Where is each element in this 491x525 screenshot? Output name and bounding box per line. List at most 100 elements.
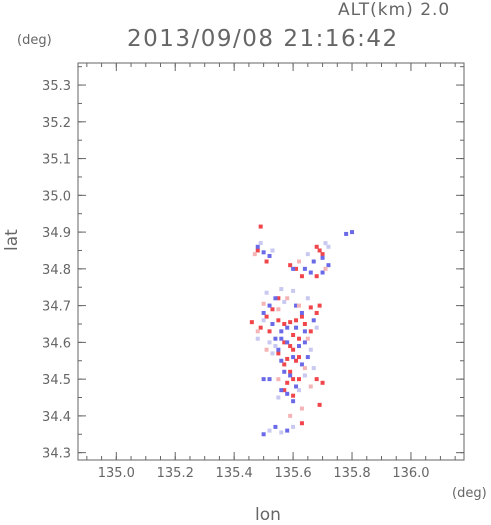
data-point [288,320,293,325]
data-point [270,351,275,356]
x-tick-label: 135.8 [333,466,370,481]
data-point [317,248,322,253]
data-point [296,344,301,349]
data-point [279,430,284,435]
data-point [314,325,319,330]
data-point [302,329,307,334]
data-point [282,388,287,393]
data-point [273,336,278,341]
data-point [314,310,319,315]
data-point [326,263,331,268]
data-point [294,318,299,323]
data-point [308,347,313,352]
data-point [276,395,281,400]
data-point [270,307,275,312]
data-point [291,424,296,429]
x-tick-label: 135.0 [98,466,135,481]
data-point [314,377,319,382]
data-point [279,287,284,292]
data-point [279,358,284,363]
data-point [261,310,266,315]
data-point [258,224,263,229]
axis-tick-labels: 135.0 135.2 135.4 135.6 135.8 136.0 34.3 34.4 34… [42,79,430,481]
data-point [326,244,331,249]
y-tick-label: 35.1 [42,153,71,168]
data-point [258,325,263,330]
y-tick-label: 34.6 [42,336,71,351]
data-point [291,347,296,352]
data-point [308,305,313,310]
data-point [285,380,290,385]
data-point [252,252,257,257]
data-point [282,369,287,374]
data-point [302,340,307,345]
data-point [294,384,299,389]
data-point [270,248,275,253]
data-point [279,329,284,334]
data-point [291,399,296,404]
data-point [276,318,281,323]
data-point [311,366,316,371]
data-point [267,303,272,308]
plot-frame [77,62,465,461]
data-point [302,373,307,378]
data-point [299,310,304,315]
data-point [285,356,290,361]
data-point [314,274,319,279]
data-point [305,252,310,257]
data-point [294,266,299,271]
data-point [288,369,293,374]
data-point [299,421,304,426]
data-point [273,424,278,429]
data-point [255,329,260,334]
data-point [291,377,296,382]
data-point [282,299,287,304]
data-point [302,266,307,271]
data-point [270,321,275,326]
data-point [267,340,272,345]
data-point [317,303,322,308]
data-points [249,224,355,437]
y-tick-label: 34.4 [42,410,71,425]
data-point [299,362,304,367]
data-point [344,231,349,236]
y-tick-label: 34.3 [42,447,71,462]
data-point [276,351,281,356]
data-point [288,344,293,349]
y-tick-label: 35.2 [42,116,71,131]
data-point [276,347,281,352]
data-point [320,255,325,260]
data-point [288,263,293,268]
data-point [276,296,281,301]
data-point [288,413,293,418]
data-point [311,259,316,264]
y-unit-label: (deg) [17,33,52,48]
altitude-label: ALT(km) 2.0 [338,0,451,20]
data-point [261,432,266,437]
data-point [299,314,304,319]
data-point [305,355,310,360]
data-point [276,307,281,312]
data-point [264,314,269,319]
data-point [296,259,301,264]
data-point [296,377,301,382]
data-point [323,241,328,246]
x-tick-label: 135.6 [274,466,311,481]
data-point [264,347,269,352]
data-point [314,244,319,249]
data-point [350,230,355,235]
data-point [285,296,290,301]
data-point [294,303,299,308]
data-point [296,303,301,308]
data-point [285,428,290,433]
timestamp-title: 2013/09/08 21:16:42 [127,26,399,52]
data-point [291,355,296,360]
data-point [261,318,266,323]
data-point [261,377,266,382]
data-point [279,388,284,393]
data-point [291,333,296,338]
data-point [302,366,307,371]
data-point [317,402,322,407]
data-point [320,252,325,257]
data-point [282,321,287,326]
